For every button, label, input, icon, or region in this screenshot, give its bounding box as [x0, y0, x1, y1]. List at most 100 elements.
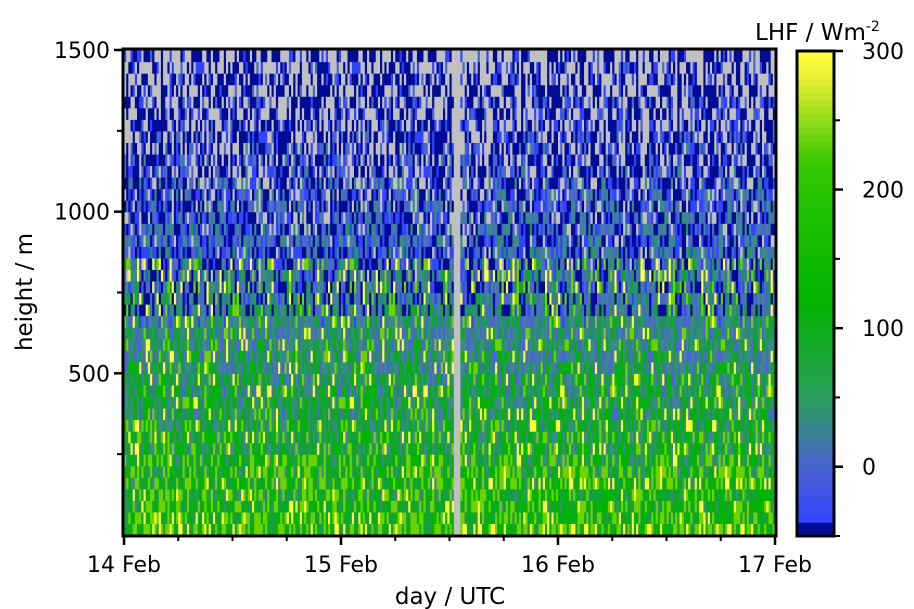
- heatmap-cell: [375, 119, 379, 132]
- heatmap-cell: [163, 84, 166, 97]
- heatmap-cell: [158, 315, 162, 328]
- heatmap-cell: [243, 373, 247, 386]
- heatmap-cell: [180, 107, 184, 120]
- heatmap-cell: [147, 477, 151, 490]
- heatmap-cell: [163, 442, 166, 455]
- heatmap-cell: [143, 315, 147, 328]
- heatmap-cell: [124, 315, 127, 328]
- heatmap-cell: [230, 223, 234, 236]
- heatmap-cell: [323, 304, 327, 317]
- heatmap-cell: [208, 246, 212, 259]
- heatmap-cell: [173, 50, 177, 63]
- heatmap-cell: [269, 223, 273, 236]
- heatmap-cell: [228, 211, 231, 224]
- heatmap-cell: [212, 431, 216, 444]
- heatmap-cell: [189, 223, 192, 236]
- heatmap-cell: [367, 130, 370, 143]
- heatmap-cell: [312, 361, 316, 374]
- heatmap-cell: [225, 153, 229, 167]
- heatmap-cell: [186, 511, 190, 525]
- heatmap-cell: [252, 350, 255, 363]
- heatmap-cell: [371, 500, 375, 513]
- heatmap-cell: [199, 477, 203, 490]
- heatmap-cell: [184, 511, 188, 525]
- heatmap-cell: [306, 338, 310, 351]
- heatmap-cell: [310, 419, 314, 432]
- heatmap-cell: [208, 165, 212, 178]
- heatmap-cell: [273, 292, 277, 305]
- heatmap-cell: [278, 223, 281, 236]
- heatmap-cell: [202, 142, 205, 155]
- heatmap-cell: [134, 350, 138, 363]
- heatmap-cell: [284, 188, 288, 201]
- heatmap-cell: [173, 200, 177, 213]
- heatmap-cell: [269, 130, 273, 143]
- heatmap-cell: [243, 488, 247, 501]
- heatmap-cell: [147, 96, 151, 109]
- heatmap-cell: [260, 257, 264, 271]
- heatmap-cell: [186, 338, 190, 351]
- heatmap-cell: [195, 223, 199, 236]
- heatmap-cell: [254, 61, 257, 74]
- heatmap-cell: [199, 454, 203, 467]
- heatmap-cell: [336, 223, 340, 236]
- heatmap-cell: [269, 269, 273, 282]
- heatmap-cell: [247, 350, 251, 363]
- heatmap-cell: [273, 153, 277, 167]
- heatmap-cell: [280, 350, 284, 363]
- heatmap-cell: [312, 200, 316, 213]
- heatmap-cell: [134, 107, 138, 120]
- heatmap-cell: [249, 373, 253, 386]
- heatmap-cell: [304, 107, 307, 120]
- heatmap-cell: [312, 442, 316, 455]
- heatmap-cell: [230, 292, 234, 305]
- heatmap-cell: [169, 431, 173, 444]
- heatmap-cell: [367, 142, 370, 155]
- heatmap-cell: [271, 373, 275, 386]
- heatmap-cell: [349, 338, 353, 351]
- heatmap-cell: [134, 384, 138, 398]
- heatmap-cell: [367, 431, 370, 444]
- heatmap-cell: [204, 396, 208, 409]
- heatmap-cell: [139, 488, 142, 501]
- heatmap-cell: [310, 119, 314, 132]
- heatmap-cell: [180, 246, 184, 259]
- heatmap-cell: [191, 361, 195, 374]
- heatmap-cell: [278, 211, 281, 224]
- heatmap-cell: [341, 211, 344, 224]
- heatmap-cell: [204, 373, 208, 386]
- heatmap-cell: [310, 431, 314, 444]
- heatmap-cell: [323, 488, 327, 501]
- heatmap-cell: [160, 488, 164, 501]
- heatmap-cell: [132, 292, 136, 305]
- heatmap-cell: [256, 96, 260, 109]
- heatmap-cell: [375, 73, 379, 86]
- heatmap-cell: [256, 361, 260, 374]
- heatmap-cell: [336, 419, 340, 432]
- heatmap-cell: [282, 419, 286, 432]
- heatmap-cell: [271, 523, 275, 535]
- heatmap-cell: [327, 165, 331, 178]
- heatmap-cell: [173, 361, 177, 374]
- heatmap-cell: [204, 407, 208, 421]
- heatmap-cell: [128, 223, 132, 236]
- heatmap-cell: [380, 361, 383, 374]
- heatmap-cell: [239, 431, 242, 444]
- heatmap-cell: [327, 280, 331, 294]
- heatmap-cell: [319, 177, 323, 190]
- heatmap-cell: [199, 315, 203, 328]
- heatmap-cell: [282, 384, 286, 398]
- heatmap-cell: [304, 361, 307, 374]
- heatmap-cell: [137, 384, 140, 398]
- heatmap-cell: [182, 465, 186, 478]
- heatmap-cell: [128, 188, 132, 201]
- heatmap-cell: [247, 419, 251, 432]
- heatmap-cell: [228, 84, 231, 97]
- heatmap-cell: [330, 396, 333, 409]
- heatmap-cell: [178, 188, 182, 201]
- heatmap-cell: [358, 234, 362, 247]
- heatmap-cell: [254, 431, 257, 444]
- heatmap-cell: [189, 384, 192, 398]
- heatmap-cell: [286, 200, 290, 213]
- heatmap-cell: [282, 234, 286, 247]
